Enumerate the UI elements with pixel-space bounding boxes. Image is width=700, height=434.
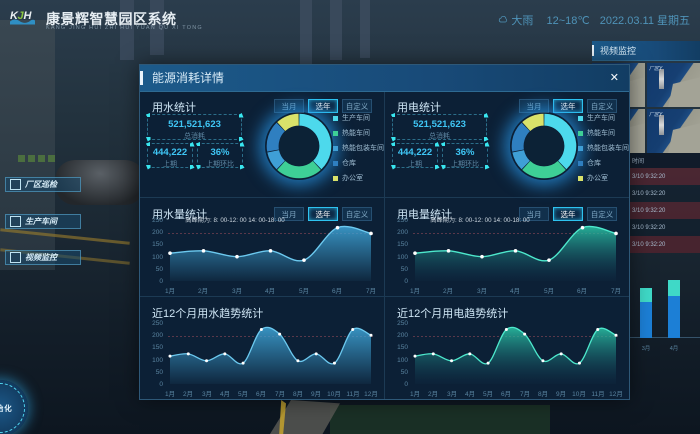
svg-text:H: H: [24, 10, 33, 22]
svg-text:J: J: [18, 10, 25, 22]
